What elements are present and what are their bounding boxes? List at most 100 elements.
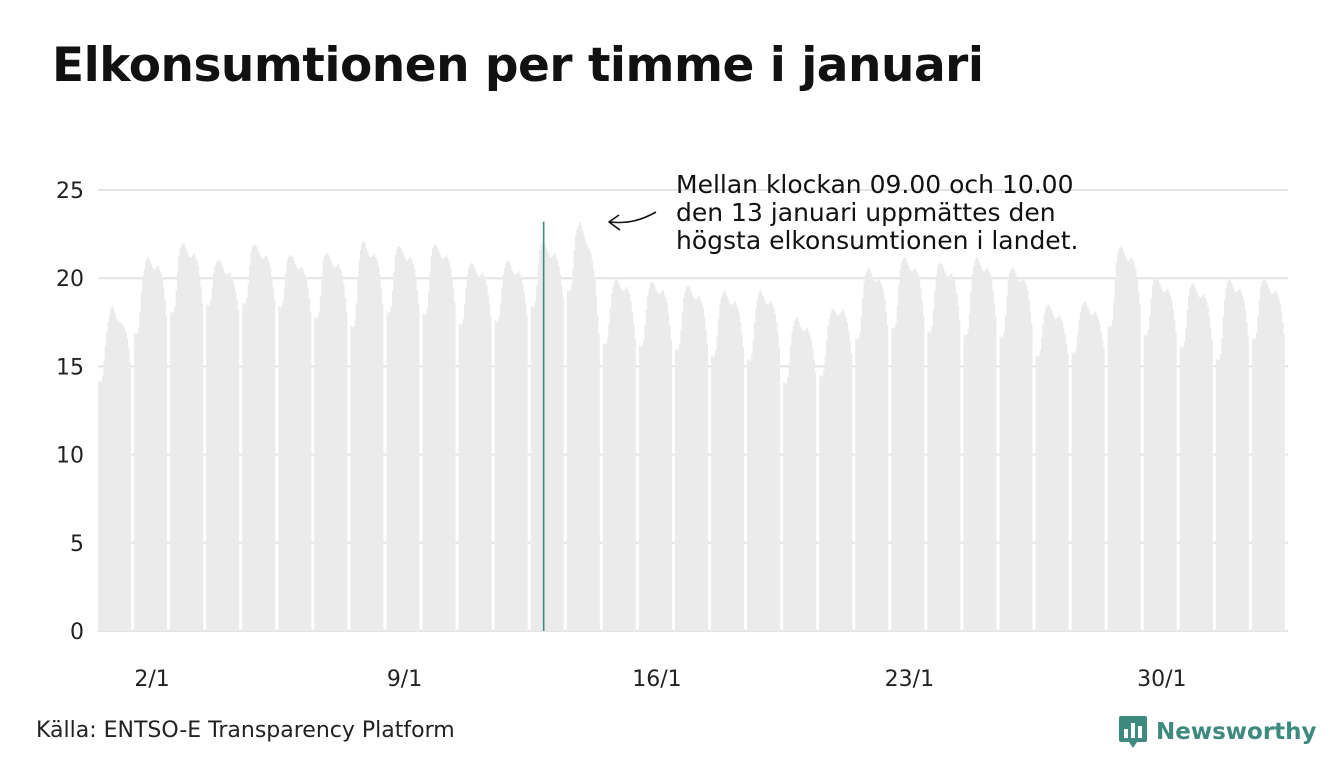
hour-bar (330, 262, 333, 631)
hour-bar (549, 257, 552, 631)
hour-bar (140, 292, 143, 631)
hour-bar (918, 279, 921, 631)
hour-bar (983, 271, 986, 631)
hour-bar (823, 369, 825, 631)
hour-bar (648, 288, 651, 631)
hour-bar (176, 271, 179, 631)
hour-bar (197, 265, 200, 631)
hour-bar (409, 257, 412, 631)
hour-bar (1164, 292, 1166, 631)
hour-bar (408, 258, 410, 631)
hour-bar (229, 272, 232, 631)
hour-bar (1161, 290, 1164, 631)
hour-bar (379, 274, 381, 631)
hour-bar (110, 308, 112, 631)
hour-bar (674, 348, 677, 631)
hour-bar (434, 244, 437, 631)
annotation-line: högsta elkonsumtionen i landet. (676, 226, 1079, 255)
hour-bar (326, 253, 329, 631)
hour-bar (1275, 290, 1277, 631)
hour-bar (393, 271, 395, 631)
hour-bar (1228, 278, 1230, 631)
hour-bar (1173, 320, 1176, 631)
hour-bar (1129, 258, 1132, 631)
hour-bar (749, 359, 752, 631)
hour-bar (1258, 299, 1261, 631)
hour-bar (687, 285, 689, 631)
hour-bar (1170, 301, 1173, 631)
hour-bar (734, 301, 736, 631)
hour-bar (811, 348, 814, 631)
hour-bar (1166, 288, 1169, 631)
hour-bar (1075, 347, 1078, 631)
hour-bar (201, 302, 204, 631)
hour-bar (232, 279, 234, 631)
hour-bar (287, 257, 290, 631)
hour-bar (144, 262, 147, 631)
hour-bar (273, 299, 276, 631)
hour-bar (509, 265, 512, 631)
hour-bar (621, 290, 624, 631)
hour-bar (377, 265, 380, 631)
hour-bar (552, 255, 555, 631)
hour-bar (820, 376, 823, 631)
hour-bar (1165, 290, 1168, 631)
hour-bar (562, 297, 564, 631)
hour-bar (767, 304, 770, 631)
hour-bar (720, 297, 723, 631)
hour-bar (433, 244, 436, 631)
hour-bar (102, 375, 104, 631)
hour-bar (975, 257, 978, 631)
hour-bar (470, 262, 473, 631)
hour-bar (726, 295, 728, 631)
hour-bar (581, 230, 584, 631)
hour-bar (1175, 332, 1177, 631)
hour-bar (1041, 338, 1043, 631)
hour-bar (982, 271, 985, 631)
hour-bar (289, 255, 291, 631)
hour-bar (422, 313, 425, 631)
hour-bar (1234, 292, 1237, 631)
hour-bar (1186, 309, 1189, 631)
hour-bar (138, 327, 140, 631)
hour-bar (660, 292, 663, 631)
hour-bar (1224, 299, 1226, 631)
hour-bar (972, 265, 975, 631)
hour-bar (809, 334, 811, 631)
hour-bar (906, 262, 909, 631)
hour-bar (279, 308, 282, 631)
hour-bar (336, 265, 338, 631)
hour-bar (319, 295, 322, 631)
hour-bar (1134, 269, 1137, 631)
hour-bar (266, 258, 269, 631)
hour-bar (1150, 297, 1153, 631)
hour-bar (922, 315, 925, 631)
hour-bar (664, 297, 667, 631)
hour-bar (480, 274, 483, 631)
hour-bar (1042, 324, 1045, 631)
hour-bar (987, 271, 990, 631)
hour-bar (255, 246, 258, 631)
hour-bar (580, 225, 583, 631)
hour-bar (1046, 306, 1049, 631)
hour-bar (713, 355, 716, 631)
hour-bar (832, 309, 835, 631)
hour-bar (911, 271, 914, 631)
hour-bar (1090, 315, 1093, 631)
hour-bar (1132, 260, 1134, 631)
hour-bar (921, 301, 923, 631)
hour-bar (596, 315, 599, 631)
hour-bar (369, 257, 372, 631)
hour-bar (1061, 322, 1064, 631)
hour-bar (500, 302, 502, 631)
hour-bar (827, 325, 830, 631)
hour-bar (731, 304, 734, 631)
hour-bar (691, 294, 694, 631)
hour-bar (874, 281, 877, 631)
hour-bar (591, 260, 593, 631)
hour-bar (1006, 295, 1009, 631)
hour-bar (1281, 322, 1284, 631)
hour-bar (977, 258, 979, 631)
hour-bar (448, 262, 451, 631)
hour-bar (1277, 297, 1280, 631)
